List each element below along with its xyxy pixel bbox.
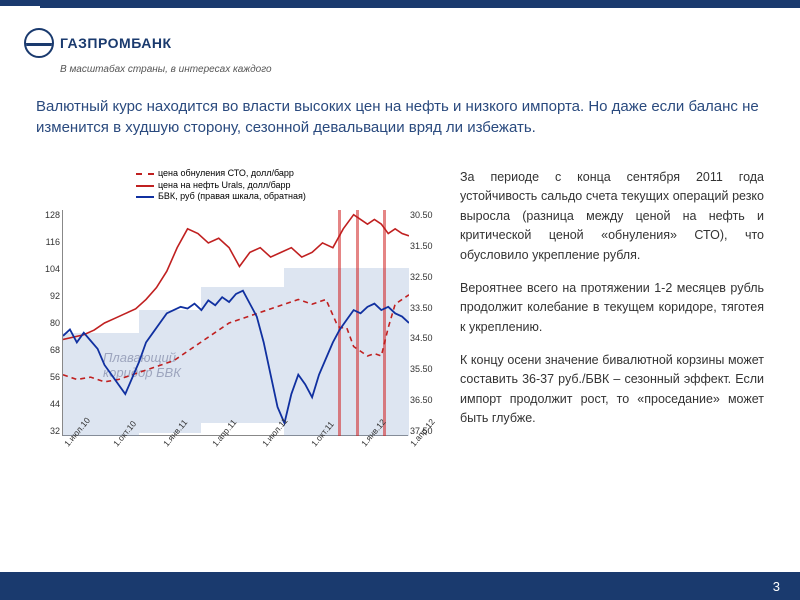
logo-mark-icon [24, 28, 54, 58]
chart-legend: цена обнуления СТО, долл/баррцена на неф… [136, 168, 306, 203]
legend-item: цена обнуления СТО, долл/барр [136, 168, 306, 180]
series-lines [63, 210, 409, 436]
y-axis-right: 30.5031.5032.5033.5034.5035.5036.5037.50 [410, 210, 436, 436]
slide-title: Валютный курс находится во власти высоки… [36, 96, 764, 138]
fx-oil-chart: цена обнуления СТО, долл/баррцена на неф… [36, 168, 436, 478]
analysis-paragraph: К концу осени значение бивалютной корзин… [460, 351, 764, 429]
page-number: 3 [773, 579, 780, 594]
y-axis-left: 128116104928068564432 [38, 210, 60, 436]
analysis-text: За периоде с конца сентября 2011 года ус… [460, 168, 764, 478]
brand-logo: ГАЗПРОМБАНК [24, 28, 172, 58]
brand-name: ГАЗПРОМБАНК [60, 35, 172, 51]
brand-tagline: В масштабах страны, в интересах каждого [60, 64, 272, 75]
plot-area: Плавающий коридор БВК [62, 210, 408, 436]
x-axis: 1.июл.101.окт.101.янв.111.апр.111.июл.11… [62, 436, 408, 476]
legend-item: цена на нефть Urals, долл/барр [136, 180, 306, 192]
legend-item: БВК, руб (правая шкала, обратная) [136, 191, 306, 203]
content-row: цена обнуления СТО, долл/баррцена на неф… [36, 168, 764, 478]
analysis-paragraph: За периоде с конца сентября 2011 года ус… [460, 168, 764, 265]
footer-bar: 3 [0, 572, 800, 600]
analysis-paragraph: Вероятнее всего на протяжении 1-2 месяце… [460, 279, 764, 337]
header-decoration [0, 0, 800, 24]
